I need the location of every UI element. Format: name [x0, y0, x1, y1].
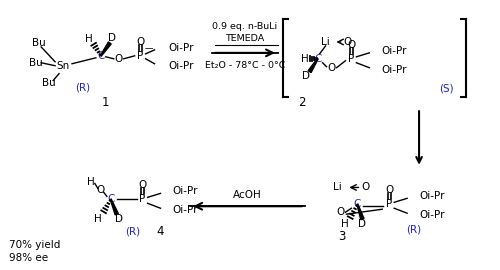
- Polygon shape: [308, 59, 318, 73]
- Text: H: H: [85, 34, 93, 44]
- Text: Bu: Bu: [32, 38, 46, 48]
- Text: O: O: [336, 207, 344, 217]
- Text: Bu: Bu: [42, 77, 56, 87]
- Text: —: —: [144, 44, 153, 53]
- Text: O: O: [114, 54, 123, 64]
- Text: H: H: [301, 54, 308, 64]
- Text: O: O: [348, 40, 356, 50]
- Text: Oi-Pr: Oi-Pr: [382, 65, 407, 75]
- Text: O: O: [328, 63, 336, 73]
- Text: O: O: [136, 37, 144, 47]
- Text: AcOH: AcOH: [232, 190, 262, 200]
- Text: O: O: [361, 183, 370, 193]
- Text: D: D: [302, 71, 310, 81]
- Text: P: P: [138, 51, 143, 61]
- Text: 70% yield: 70% yield: [10, 240, 60, 250]
- Text: (R): (R): [406, 224, 422, 234]
- Text: P: P: [348, 54, 354, 64]
- Text: Et₂O - 78°C - 0°C: Et₂O - 78°C - 0°C: [205, 61, 285, 70]
- Text: C: C: [354, 199, 361, 209]
- Text: O: O: [344, 37, 351, 47]
- Text: O: O: [138, 180, 146, 190]
- Polygon shape: [110, 199, 118, 215]
- Text: Bu: Bu: [30, 58, 43, 68]
- Polygon shape: [357, 204, 364, 220]
- Text: Oi-Pr: Oi-Pr: [168, 61, 194, 71]
- Text: (R): (R): [125, 226, 140, 236]
- Text: Oi-Pr: Oi-Pr: [172, 205, 198, 215]
- Text: Oi-Pr: Oi-Pr: [419, 191, 444, 201]
- Text: 3: 3: [338, 230, 345, 244]
- Text: Li: Li: [333, 183, 342, 193]
- Text: O: O: [385, 185, 394, 195]
- Text: 98% ee: 98% ee: [10, 253, 48, 263]
- Text: Oi-Pr: Oi-Pr: [419, 210, 444, 220]
- Text: P: P: [386, 199, 392, 209]
- Text: (S): (S): [440, 83, 454, 93]
- Text: D: D: [358, 219, 366, 229]
- Text: P: P: [140, 194, 145, 204]
- Text: TEMEDA: TEMEDA: [226, 33, 264, 42]
- Text: C: C: [97, 51, 104, 61]
- Text: (R): (R): [76, 83, 90, 93]
- Text: 1: 1: [102, 96, 110, 109]
- Text: H: H: [340, 219, 348, 229]
- Text: C: C: [314, 54, 322, 64]
- Text: Oi-Pr: Oi-Pr: [172, 186, 198, 196]
- Text: 0.9 eq. n-BuLi: 0.9 eq. n-BuLi: [212, 22, 278, 31]
- Text: Li: Li: [321, 37, 330, 47]
- Text: C: C: [107, 194, 114, 204]
- Text: O: O: [96, 185, 105, 195]
- Text: D: D: [114, 214, 122, 224]
- Text: 4: 4: [157, 224, 164, 238]
- Text: H: H: [94, 214, 102, 224]
- Text: Sn: Sn: [56, 61, 70, 71]
- Text: Oi-Pr: Oi-Pr: [382, 46, 407, 56]
- Text: D: D: [108, 33, 116, 43]
- Text: Oi-Pr: Oi-Pr: [168, 43, 194, 53]
- Polygon shape: [100, 42, 111, 56]
- Text: H: H: [87, 177, 95, 187]
- Text: 2: 2: [298, 96, 306, 109]
